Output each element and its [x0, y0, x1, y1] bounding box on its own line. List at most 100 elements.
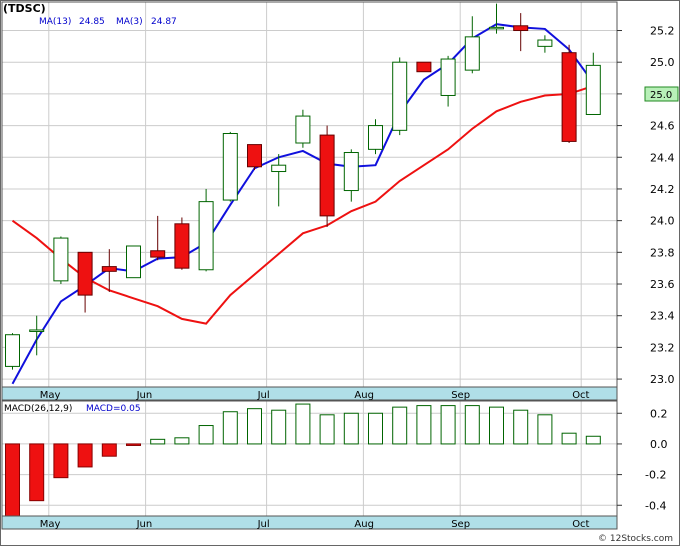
ma13-value: 24.85 — [79, 17, 105, 27]
macd-bars — [5, 403, 601, 517]
macd-y-tick-label: -0.4 — [645, 499, 666, 512]
macd-month-strip — [1, 515, 618, 530]
last-price-badge — [644, 86, 679, 102]
price-month-label: Jul — [257, 390, 270, 401]
candle — [392, 57, 408, 136]
macd-month-label: May — [40, 519, 61, 530]
macd-month-label: Aug — [354, 519, 374, 530]
candle — [101, 249, 117, 292]
candle-body-up — [271, 164, 287, 173]
candle-body-down — [319, 134, 335, 217]
candle — [5, 333, 20, 370]
macd-month-label: Jun — [136, 519, 153, 530]
macd-bar-negative — [126, 443, 141, 446]
macd-bar-negative — [53, 443, 69, 479]
candle — [561, 44, 577, 144]
candle — [198, 188, 214, 272]
macd-label: MACD(26,12,9) — [4, 404, 72, 414]
ma3-label: MA(3) — [116, 17, 143, 27]
last-price-badge-text: 25.0 — [650, 90, 672, 101]
candle-body-down — [416, 61, 432, 73]
candle-body-down — [77, 251, 93, 296]
candle-body-up — [222, 133, 238, 201]
price-y-tick-label: 24.4 — [650, 151, 675, 164]
price-y-tick-label: 25.0 — [650, 56, 675, 69]
macd-bar-positive — [392, 406, 408, 445]
macd-bar-positive — [295, 403, 311, 445]
macd-bar-positive — [174, 437, 190, 445]
candle-body-down — [561, 52, 577, 142]
candle — [174, 217, 190, 270]
price-month-label: Oct — [572, 390, 589, 401]
price-y-tick-label: 23.8 — [650, 246, 675, 259]
watermark: © 12Stocks.com — [598, 534, 673, 544]
candle-body-up — [585, 64, 601, 115]
candle — [29, 315, 45, 356]
ma13-label: MA(13) — [39, 17, 71, 27]
candle-body-down — [174, 223, 190, 269]
macd-bar-positive — [150, 438, 166, 445]
macd-bar-positive — [513, 409, 529, 445]
macd-bar-negative — [5, 443, 20, 517]
macd-y-tick-label: -0.2 — [645, 469, 666, 482]
candle-body-up — [489, 26, 504, 30]
candle — [222, 131, 238, 202]
macd-bar-positive — [368, 412, 383, 445]
candle — [440, 55, 456, 107]
macd-bar-positive — [319, 414, 335, 445]
candle — [77, 251, 93, 313]
candle — [513, 13, 529, 52]
price-y-tick-label: 23.0 — [650, 373, 675, 386]
price-month-label: Jun — [136, 390, 153, 401]
macd-bar-negative — [77, 443, 93, 468]
candle — [343, 149, 359, 202]
macd-bar-positive — [464, 405, 480, 445]
macd-value-label: MACD=0.05 — [86, 404, 141, 414]
candle-body-up — [440, 58, 456, 96]
candle-body-up — [343, 152, 359, 192]
candle-body-up — [464, 36, 480, 71]
price-month-label: Aug — [354, 390, 374, 401]
macd-bar-negative — [29, 443, 45, 502]
price-y-tick-label: 25.2 — [650, 25, 675, 38]
candle — [416, 61, 432, 73]
candle-body-up — [5, 334, 20, 367]
macd-bar-positive — [537, 414, 553, 445]
candle — [150, 215, 166, 261]
price-candles — [5, 3, 601, 370]
candle-body-down — [513, 25, 529, 32]
macd-bar-positive — [585, 435, 601, 445]
macd-bar-positive — [271, 409, 287, 445]
candle-body-down — [101, 266, 117, 272]
macd-bar-positive — [198, 425, 214, 445]
candle — [585, 52, 601, 115]
ma3-value: 24.87 — [151, 17, 177, 27]
price-month-strip — [1, 386, 618, 401]
ticker-label: (TDSC) — [3, 2, 46, 15]
candle-body-up — [126, 245, 141, 279]
candle — [295, 109, 311, 148]
candle-body-up — [537, 39, 553, 47]
macd-bar-positive — [222, 411, 238, 445]
candle-body-down — [150, 250, 166, 258]
macd-bar-positive — [440, 405, 456, 445]
candle — [126, 245, 141, 279]
candle-body-up — [392, 61, 408, 131]
candle — [53, 236, 69, 285]
candle — [489, 3, 504, 34]
price-y-tick-label: 24.0 — [650, 215, 675, 228]
macd-month-label: Sep — [451, 519, 470, 530]
price-y-tick-label: 23.6 — [650, 278, 675, 291]
candle — [464, 16, 480, 74]
price-month-label: Sep — [451, 390, 470, 401]
macd-bar-positive — [489, 406, 504, 445]
candle-body-up — [53, 237, 69, 282]
macd-bar-positive — [416, 405, 432, 445]
macd-bar-negative — [101, 443, 117, 457]
price-y-tick-label: 24.6 — [650, 120, 675, 133]
candle-body-up — [29, 329, 45, 332]
macd-bar-positive — [247, 408, 262, 445]
candle-body-up — [295, 115, 311, 144]
